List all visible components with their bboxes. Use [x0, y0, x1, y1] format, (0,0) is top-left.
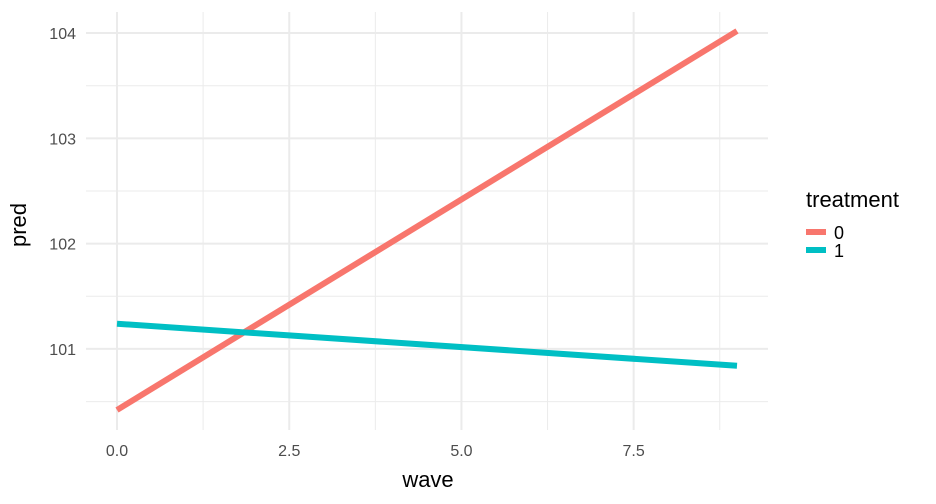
legend-title: treatment — [806, 187, 899, 212]
x-tick-label: 0.0 — [106, 443, 128, 460]
legend-label-1: 1 — [834, 241, 844, 261]
series-line-0 — [115, 28, 739, 413]
y-axis-title: pred — [6, 203, 31, 247]
series-lines — [115, 28, 739, 413]
x-tick-label: 5.0 — [450, 443, 472, 460]
x-tick-label: 2.5 — [278, 443, 300, 460]
series-line-1 — [116, 320, 738, 369]
y-tick-label: 104 — [49, 26, 76, 43]
legend-label-0: 0 — [834, 223, 844, 243]
y-tick-label: 101 — [49, 342, 76, 359]
x-tick-label: 7.5 — [623, 443, 645, 460]
minor-gridlines — [86, 12, 768, 430]
major-gridlines — [86, 12, 768, 430]
x-axis-title: wave — [401, 467, 453, 492]
legend-items: 01 — [806, 223, 844, 261]
x-tick-labels: 0.0 2.5 5.0 7.5 — [106, 443, 645, 460]
y-tick-label: 102 — [49, 237, 76, 254]
y-tick-label: 103 — [49, 131, 76, 148]
legend: treatment 01 — [806, 187, 899, 261]
y-tick-labels: 101 102 103 104 — [49, 26, 76, 359]
